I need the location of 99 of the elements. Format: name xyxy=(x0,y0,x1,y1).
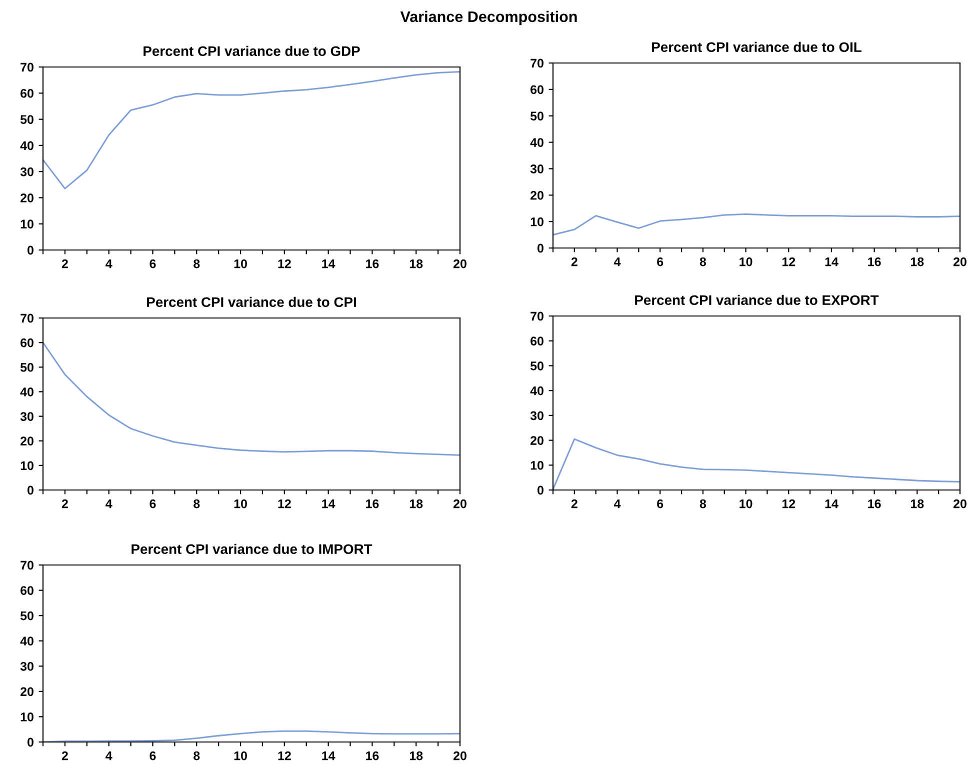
x-tick-label: 2 xyxy=(571,257,578,266)
x-tick-label: 18 xyxy=(410,259,423,268)
x-tick-label: 8 xyxy=(700,499,706,508)
x-tick-label: 6 xyxy=(150,751,156,760)
y-tick-label: 70 xyxy=(20,560,34,570)
y-tick-label: 0 xyxy=(28,246,34,255)
y-tick-label: 30 xyxy=(530,164,544,174)
line-series xyxy=(553,213,960,236)
x-tick-label: 18 xyxy=(410,751,423,760)
y-tick-label: 50 xyxy=(530,112,544,121)
y-tick-label: 60 xyxy=(20,88,34,98)
x-tick-label: 4 xyxy=(106,751,112,760)
x-tick-label: 16 xyxy=(868,257,881,266)
y-tick-label: 70 xyxy=(20,314,34,323)
x-tick-label: 14 xyxy=(322,499,336,508)
x-tick-label: 14 xyxy=(825,499,838,508)
line-series xyxy=(43,342,460,456)
y-tick-label: 70 xyxy=(530,58,544,68)
x-tick-label: 8 xyxy=(194,751,200,760)
x-tick-label: 18 xyxy=(910,499,924,508)
chart-title: Percent CPI variance due to IMPORT xyxy=(132,544,372,554)
x-tick-label: 20 xyxy=(453,751,466,760)
y-tick-label: 20 xyxy=(20,194,34,202)
y-tick-label: 20 xyxy=(530,436,544,445)
x-tick-label: 12 xyxy=(278,499,291,508)
x-tick-label: 6 xyxy=(150,259,156,268)
x-tick-label: 20 xyxy=(453,259,466,268)
y-tick-label: 20 xyxy=(20,687,34,696)
x-tick-label: 10 xyxy=(234,499,247,508)
chart-title: Percent CPI variance due to GDP xyxy=(144,46,360,56)
x-tick-label: 6 xyxy=(150,499,156,508)
x-tick-label: 4 xyxy=(614,257,621,266)
y-tick-label: 10 xyxy=(530,460,544,470)
x-tick-label: 4 xyxy=(106,499,112,508)
y-tick-label: 10 xyxy=(530,217,544,226)
x-tick-label: 12 xyxy=(782,257,796,266)
x-tick-label: 6 xyxy=(657,257,664,266)
y-tick-label: 20 xyxy=(20,436,34,446)
y-tick-label: 50 xyxy=(20,611,34,620)
x-tick-label: 20 xyxy=(453,499,466,508)
y-tick-label: 10 xyxy=(20,220,34,229)
x-tick-label: 10 xyxy=(740,499,752,508)
x-tick-label: 14 xyxy=(825,257,838,266)
x-tick-label: 12 xyxy=(782,499,796,508)
x-tick-label: 16 xyxy=(366,259,379,268)
x-tick-label: 12 xyxy=(278,751,291,760)
x-tick-label: 2 xyxy=(62,751,68,760)
x-tick-label: 2 xyxy=(571,499,578,508)
x-tick-label: 8 xyxy=(194,259,200,268)
x-tick-label: 2 xyxy=(62,499,68,508)
y-tick-label: 50 xyxy=(530,362,544,370)
y-tick-label: 0 xyxy=(28,738,34,747)
y-tick-label: 50 xyxy=(20,362,34,372)
x-tick-label: 20 xyxy=(953,257,966,266)
y-tick-label: 40 xyxy=(530,386,544,396)
y-tick-label: 50 xyxy=(20,115,34,124)
chart-title: Percent CPI variance due to OIL xyxy=(652,42,862,52)
x-tick-label: 2 xyxy=(62,259,68,268)
chart-title: Percent CPI variance due to EXPORT xyxy=(635,294,879,306)
y-tick-label: 0 xyxy=(538,486,544,495)
y-tick-label: 40 xyxy=(20,636,34,646)
y-tick-label: 60 xyxy=(530,336,544,346)
x-tick-label: 4 xyxy=(614,499,621,508)
chart-title: Percent CPI variance due to CPI xyxy=(147,296,356,308)
x-tick-label: 10 xyxy=(740,257,752,266)
y-tick-label: 70 xyxy=(530,312,544,321)
y-tick-label: 30 xyxy=(530,411,544,420)
x-tick-label: 12 xyxy=(278,259,291,268)
x-tick-label: 18 xyxy=(410,499,423,508)
y-tick-label: 0 xyxy=(538,244,544,253)
y-tick-label: 60 xyxy=(20,338,34,348)
y-tick-label: 0 xyxy=(28,486,34,495)
y-tick-label: 30 xyxy=(20,662,34,671)
x-tick-label: 18 xyxy=(910,257,924,266)
y-tick-label: 10 xyxy=(20,461,34,470)
y-tick-label: 70 xyxy=(20,62,34,72)
x-tick-label: 20 xyxy=(953,499,966,508)
y-tick-label: 40 xyxy=(20,388,34,396)
x-tick-label: 4 xyxy=(106,259,112,268)
y-tick-label: 20 xyxy=(530,190,544,200)
x-tick-label: 14 xyxy=(322,751,336,760)
line-series xyxy=(43,70,460,190)
x-tick-label: 10 xyxy=(234,259,247,268)
y-tick-label: 40 xyxy=(530,138,544,147)
y-tick-label: 60 xyxy=(530,85,544,94)
x-tick-label: 16 xyxy=(366,499,379,508)
y-tick-label: 40 xyxy=(20,141,34,150)
x-tick-label: 8 xyxy=(194,499,200,508)
x-tick-label: 16 xyxy=(868,499,881,508)
x-tick-label: 14 xyxy=(322,259,336,268)
x-tick-label: 6 xyxy=(657,499,664,508)
x-tick-label: 10 xyxy=(234,751,247,760)
x-tick-label: 16 xyxy=(366,751,379,760)
y-tick-label: 30 xyxy=(20,412,34,421)
y-tick-label: 60 xyxy=(20,586,34,595)
y-tick-label: 30 xyxy=(20,167,34,176)
x-tick-label: 8 xyxy=(700,257,706,266)
y-tick-label: 10 xyxy=(20,712,34,722)
text: Variance Decomposition xyxy=(400,10,577,26)
